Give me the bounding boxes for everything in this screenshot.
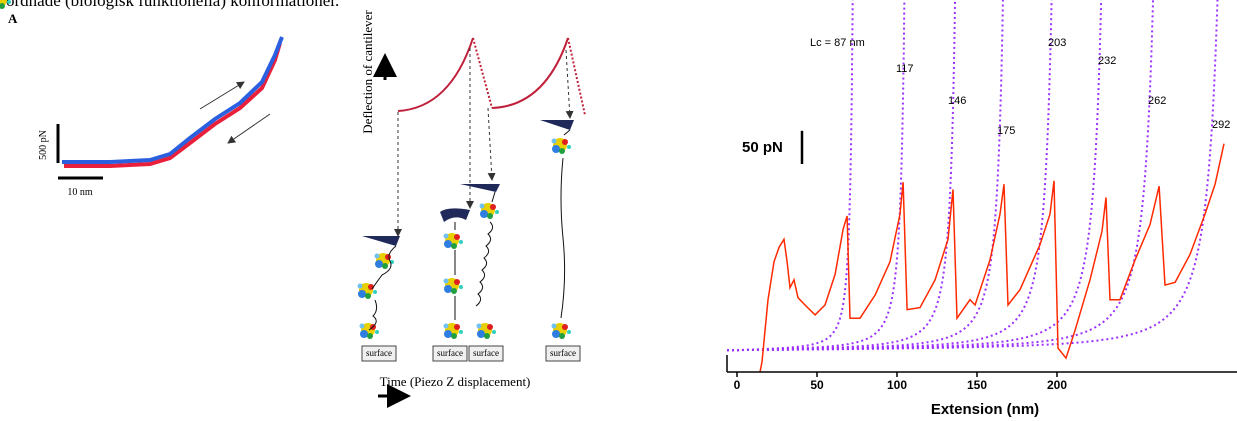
x-tick-label: 100 — [887, 378, 907, 392]
arrow — [227, 113, 271, 144]
arrow — [199, 81, 245, 110]
contour-length-label: 292 — [1212, 119, 1230, 131]
rupture — [472, 37, 493, 109]
fit-curve — [727, 0, 1053, 352]
retract-trace — [64, 42, 282, 168]
contour-length-label: 203 — [1048, 37, 1066, 49]
chains — [368, 129, 571, 331]
panel-label: A — [8, 11, 18, 26]
rupture — [567, 37, 586, 116]
x-tick-label: 50 — [810, 378, 824, 392]
x-axis-label: Extension (nm) — [931, 401, 1039, 418]
proteins — [0, 0, 571, 339]
fit-curve — [727, 0, 1219, 352]
contour-length-label: 175 — [997, 125, 1015, 137]
fit-curve — [727, 0, 957, 352]
force-trace — [759, 143, 1225, 372]
contour-length-label: 232 — [1098, 55, 1116, 67]
fit-curve — [727, 0, 1155, 352]
y-axis-label: Deflection of cantilever — [360, 10, 375, 134]
deflection-curve — [491, 37, 569, 109]
contour-length-label: 262 — [1148, 95, 1166, 107]
surface-label: surface — [550, 348, 576, 358]
deflection-curve — [397, 37, 474, 112]
x-tick-label: 200 — [1047, 378, 1067, 392]
x-axis-label: Time (Piezo Z displacement) — [380, 374, 531, 389]
cantilevers — [362, 120, 574, 246]
panel-b: Deflection of cantilever — [0, 0, 586, 408]
force-scale-label: 50 pN — [742, 139, 783, 156]
x-tick-label: 150 — [967, 378, 987, 392]
force-extension-chart: 0 50 100 150 200 Extension (nm) 50 pN Lc = 87 n… — [726, 0, 1237, 418]
surface-label: surface — [366, 348, 392, 358]
fit-curve — [727, 0, 854, 352]
plot-area — [727, 0, 1225, 372]
contour-length-label: Lc = 87 nm — [810, 37, 865, 49]
force-scale-label: 500 pN — [38, 130, 49, 160]
surface-label: surface — [473, 348, 499, 358]
panel-a: 500 pN 10 nm — [38, 36, 284, 198]
x-tick-label: 0 — [734, 378, 741, 392]
guides — [394, 48, 574, 237]
surface-boxes — [361, 345, 581, 362]
fit-curve — [727, 0, 906, 352]
surface-label: surface — [437, 348, 463, 358]
contour-length-label: 146 — [948, 95, 966, 107]
header-text: ordnade (biologisk funktionella) konform… — [6, 0, 339, 10]
approach-trace — [62, 36, 284, 164]
contour-length-label: 117 — [896, 63, 914, 75]
distance-scale-label: 10 nm — [67, 187, 93, 198]
